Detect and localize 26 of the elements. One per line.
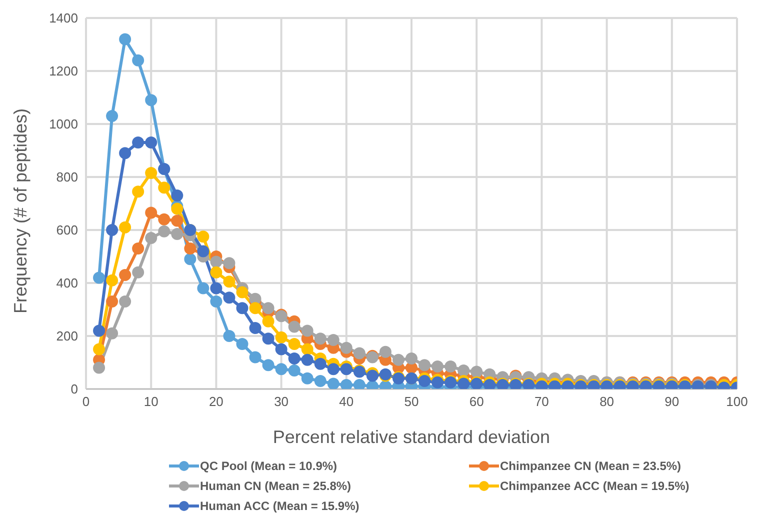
x-tick-label: 100: [726, 394, 748, 410]
y-tick-label: 1400: [49, 10, 78, 26]
x-tick-label: 50: [404, 394, 419, 410]
x-tick-label: 10: [144, 394, 158, 410]
x-tick-label: 60: [469, 394, 484, 410]
x-tick-label: 20: [208, 394, 224, 410]
y-tick-label: 400: [56, 276, 78, 291]
x-tick-label: 80: [600, 394, 614, 410]
x-tick-label: 40: [339, 394, 354, 410]
x-tick-label: 70: [534, 394, 549, 410]
legend-label: Human CN (Mean = 25.8%): [200, 479, 352, 493]
legend-label: Human ACC (Mean = 15.9%): [200, 499, 360, 513]
legend-label: Chimpanzee CN (Mean = 23.5%): [500, 459, 682, 473]
y-axis-title: Frequency (# of peptides): [10, 108, 30, 314]
legend-label: Chimpanzee ACC (Mean = 19.5%): [500, 479, 690, 493]
x-tick-label: 90: [664, 394, 680, 410]
y-tick-label: 600: [56, 222, 78, 238]
y-tick-label: 200: [56, 328, 78, 344]
y-tick-label: 1000: [49, 116, 78, 132]
legend-label: QC Pool (Mean = 10.9%): [200, 459, 338, 473]
x-tick-label: 30: [274, 394, 289, 410]
x-tick-label: 0: [82, 394, 90, 410]
y-tick-label: 1200: [49, 64, 78, 79]
x-axis-title: Percent relative standard deviation: [272, 427, 550, 447]
y-tick-label: 0: [70, 382, 78, 397]
y-tick-label: 800: [56, 170, 78, 185]
